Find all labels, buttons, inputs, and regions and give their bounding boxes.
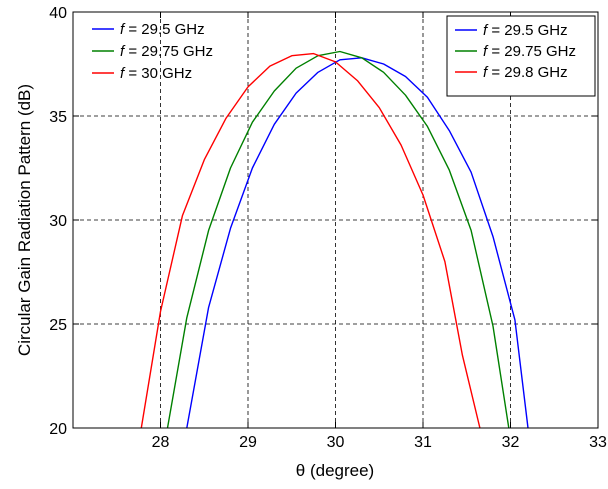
y-tick-label: 30 [49,213,67,230]
legend-label-symbol: f [483,43,489,60]
x-tick-label: 29 [239,434,257,451]
legend-label: f = 29.75 GHz [120,43,213,60]
legend-label-symbol: f [120,65,126,82]
series-lines [140,50,529,429]
y-tick-label: 40 [49,5,67,22]
y-tick-label: 25 [49,317,67,334]
ticks: 28 29 30 31 32 33 20 25 30 35 40 [49,5,607,451]
y-tick-label: 20 [49,421,67,438]
grid [73,12,598,428]
x-tick-label: 31 [414,434,432,451]
x-tick-label: 28 [152,434,170,451]
legend-label: f = 29.75 GHz [483,43,576,60]
x-tick-label: 32 [502,434,520,451]
x-tick-label: 30 [327,434,345,451]
legend-label: f = 30 GHz [120,65,192,82]
legend-label-value: = 29.8 GHz [487,64,567,81]
x-tick-label: 33 [589,434,607,451]
series-line-3 [140,52,481,429]
legend-label-value: = 29.5 GHz [487,22,567,39]
series-line-2 [166,50,510,429]
x-axis-label: θ (degree) [296,461,374,480]
y-axis-label: Circular Gain Radiation Pattern (dB) [15,84,34,356]
legend-label: f = 29.5 GHz [120,21,205,38]
legend-label-value: = 30 GHz [124,65,192,82]
legend-label-value: = 29.75 GHz [124,43,213,60]
legend-label-value: = 29.75 GHz [487,43,576,60]
legend-label-symbol: f [483,64,489,81]
legend-label-symbol: f [120,21,126,38]
legend-label: f = 29.8 GHz [483,64,568,81]
legend-label-symbol: f [120,43,126,60]
legend-label-value: = 29.5 GHz [124,21,204,38]
y-tick-label: 35 [49,109,67,126]
series-line-1 [186,57,529,429]
legend-label: f = 29.5 GHz [483,22,568,39]
legend-label-symbol: f [483,22,489,39]
